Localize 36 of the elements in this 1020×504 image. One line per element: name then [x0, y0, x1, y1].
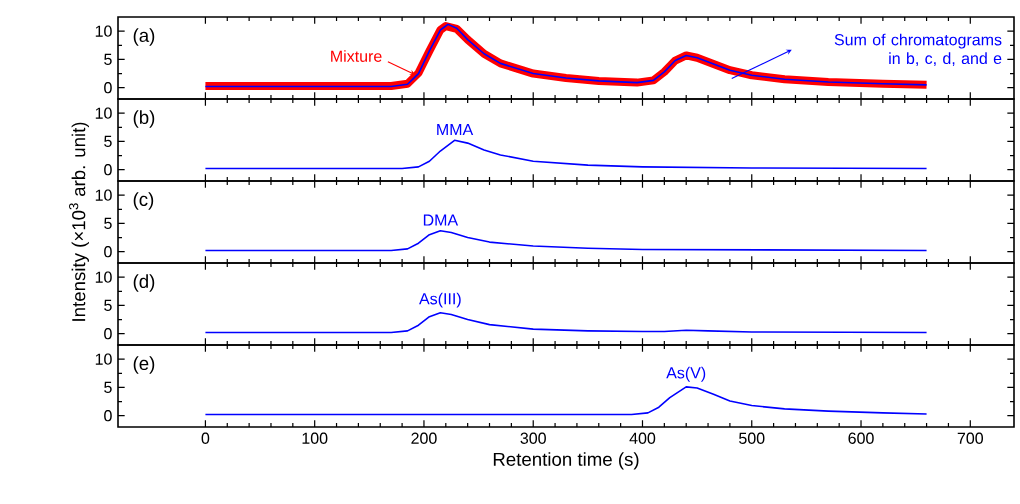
- x-tick-label: 400: [629, 432, 656, 444]
- annotation: (a): [133, 28, 155, 46]
- x-tick-label: 0: [201, 432, 210, 444]
- y-tick-label: 5: [104, 381, 112, 393]
- y-tick-label: 5: [104, 299, 112, 311]
- x-tick-label: 500: [739, 432, 765, 444]
- y-tick-label: 0: [104, 82, 112, 94]
- annotation: (d): [133, 274, 155, 292]
- x-tick-label: 600: [848, 432, 874, 444]
- annotation: Sum of chromatograms in b, c, d, and e: [834, 33, 1002, 66]
- annotation: (e): [133, 356, 155, 374]
- y-tick-label: 5: [104, 53, 112, 65]
- x-tick-label: 200: [411, 432, 437, 444]
- annotation: As(V): [666, 366, 706, 382]
- y-tick-label: 10: [95, 107, 112, 119]
- y-tick-label: 0: [104, 328, 112, 340]
- y-axis-title: Intensity (×10$^{3}$ arb. unit): [69, 122, 89, 321]
- y-tick-label: 0: [104, 164, 112, 176]
- annotation: (b): [133, 110, 155, 128]
- annotation: DMA: [423, 214, 459, 226]
- y-tick-label: 5: [104, 217, 112, 229]
- y-tick-label: 10: [95, 353, 112, 365]
- y-tick-label: 0: [104, 246, 112, 258]
- annotation: Mixture: [331, 50, 382, 62]
- annotation: MMA: [437, 124, 474, 136]
- y-tick-label: 0: [104, 410, 112, 422]
- x-tick-label: 100: [302, 432, 328, 444]
- x-tick-label: 300: [520, 432, 546, 444]
- y-tick-label: 5: [104, 135, 112, 147]
- y-tick-label: 10: [95, 271, 112, 283]
- annotation: As(III): [419, 292, 461, 308]
- annotation: (c): [133, 192, 154, 210]
- y-tick-label: 10: [95, 25, 112, 37]
- x-axis-title: Retention time (s): [493, 452, 639, 470]
- x-tick-label: 700: [957, 432, 984, 444]
- y-tick-label: 10: [95, 189, 112, 201]
